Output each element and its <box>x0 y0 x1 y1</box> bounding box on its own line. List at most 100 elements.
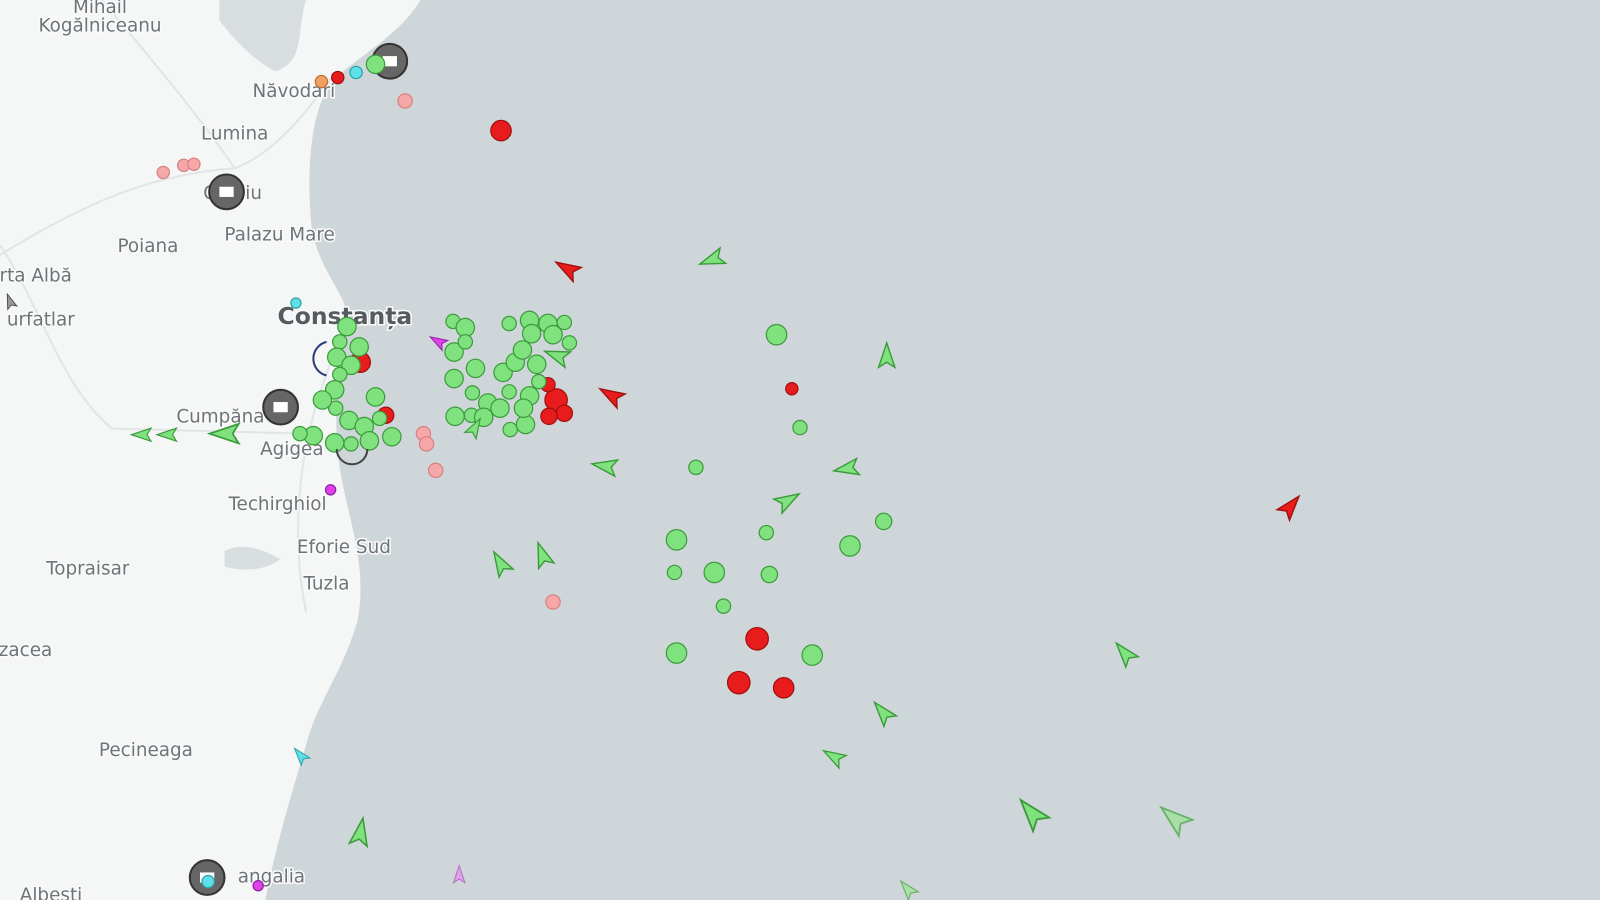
vessel-marker <box>452 863 466 884</box>
vessel-marker <box>542 350 573 370</box>
vessel-marker <box>531 373 547 390</box>
vessel-marker <box>492 549 516 580</box>
roads <box>0 0 348 613</box>
vessel-marker <box>772 676 795 699</box>
vessel-marker <box>555 404 574 423</box>
vessel-marker <box>899 879 921 900</box>
vessel-marker <box>365 54 386 75</box>
vessel-marker <box>821 749 849 770</box>
place-label: Topraisar <box>45 558 130 579</box>
vessel-marker <box>512 340 533 360</box>
vessel-marker <box>1159 805 1196 839</box>
vessel-marker <box>201 874 215 889</box>
port-ring <box>335 448 369 466</box>
vessel-marker <box>327 400 344 416</box>
vessel-marker <box>543 324 563 345</box>
place-label: Techirghiol <box>227 494 326 515</box>
place-label: Pecineaga <box>99 740 193 761</box>
port-ring <box>312 340 327 377</box>
vessel-marker <box>365 387 386 407</box>
place-label: rta Albă <box>0 266 72 287</box>
vessel-marker <box>688 459 704 476</box>
vessel-marker <box>792 419 808 436</box>
vessel-marker <box>252 880 264 892</box>
vessel-marker <box>347 815 369 849</box>
place-label: Kogălniceanu <box>38 16 161 37</box>
land <box>0 0 421 900</box>
vessel-marker <box>831 456 862 476</box>
vessel-marker <box>129 427 153 443</box>
vessel-marker <box>758 524 775 541</box>
vessel-marker <box>6 292 18 311</box>
place-label: zacea <box>0 640 52 661</box>
vessel-marker <box>324 484 337 496</box>
vessel-marker <box>343 436 359 452</box>
vessel-marker <box>427 462 444 479</box>
vessel-marker <box>341 355 361 376</box>
vessel-marker <box>293 747 312 767</box>
vessel-marker <box>540 407 558 426</box>
vessel-marker <box>785 382 799 396</box>
vessel-marker <box>545 594 561 610</box>
vessel-marker <box>290 297 302 309</box>
vessel-marker <box>156 165 170 180</box>
vessel-marker <box>349 337 369 357</box>
place-label: Poiana <box>118 236 179 257</box>
place-labels: MihailKogălniceanuNăvodariLuminaOvidiuPo… <box>0 0 414 900</box>
vessel-marker <box>1018 797 1052 835</box>
place-label: Agigea <box>260 439 324 460</box>
vessel-marker <box>554 261 584 284</box>
vessel-marker <box>457 334 474 350</box>
vessel-marker <box>839 535 861 557</box>
vessel-marker <box>155 427 178 443</box>
vessel-marker <box>382 426 402 447</box>
vessel-marker <box>526 354 547 375</box>
vessel-marker <box>187 157 201 172</box>
vessel-marker <box>464 385 481 401</box>
vessel-marker <box>665 642 688 664</box>
place-label: urfatlar <box>7 309 75 330</box>
vessel-marker <box>418 436 435 452</box>
vessel-marker <box>589 459 620 478</box>
place-label: Tuzla <box>302 574 349 595</box>
vessel-marker <box>703 561 726 584</box>
vessel-marker <box>324 433 345 453</box>
vessel-marker <box>359 431 380 451</box>
port-icon <box>219 186 234 197</box>
lake <box>224 546 281 570</box>
place-label: Palazu Mare <box>224 225 335 246</box>
vessel-marker <box>332 366 348 383</box>
vessel-marker <box>331 70 345 85</box>
vessel-marker <box>665 528 688 551</box>
vessel-marker <box>397 93 413 109</box>
vessel-marker <box>765 323 788 346</box>
vessel-marker <box>697 246 728 265</box>
vessel-marker <box>873 700 899 729</box>
vessel-marker <box>597 387 628 411</box>
lake <box>219 0 307 72</box>
vessel-marker <box>771 492 802 516</box>
vessel-marker <box>206 422 241 446</box>
vessel-marker <box>445 406 465 427</box>
vessel-marker <box>349 65 363 80</box>
vessel-marker <box>1114 641 1141 670</box>
vessel-marker <box>556 314 573 331</box>
vessel-marker <box>444 342 464 362</box>
vessel-marker <box>666 564 683 581</box>
vessel-marker <box>428 336 450 352</box>
vessel-marker <box>1274 494 1301 523</box>
vessel-marker <box>537 540 556 571</box>
vessel-marker <box>332 334 348 350</box>
vessel-marker <box>502 421 518 438</box>
vessel-marker <box>314 74 329 89</box>
place-label: Lumina <box>201 124 268 145</box>
vessel-marker <box>501 315 517 332</box>
vessel-marker <box>444 368 464 389</box>
vessel-marker <box>521 323 542 344</box>
vessel-marker <box>371 410 388 427</box>
vessel-marker <box>490 398 510 418</box>
vessel-marker <box>515 414 536 435</box>
vessel-marker <box>490 119 512 142</box>
vessel-marker <box>465 358 486 379</box>
place-label: Cumpăna <box>176 406 264 427</box>
